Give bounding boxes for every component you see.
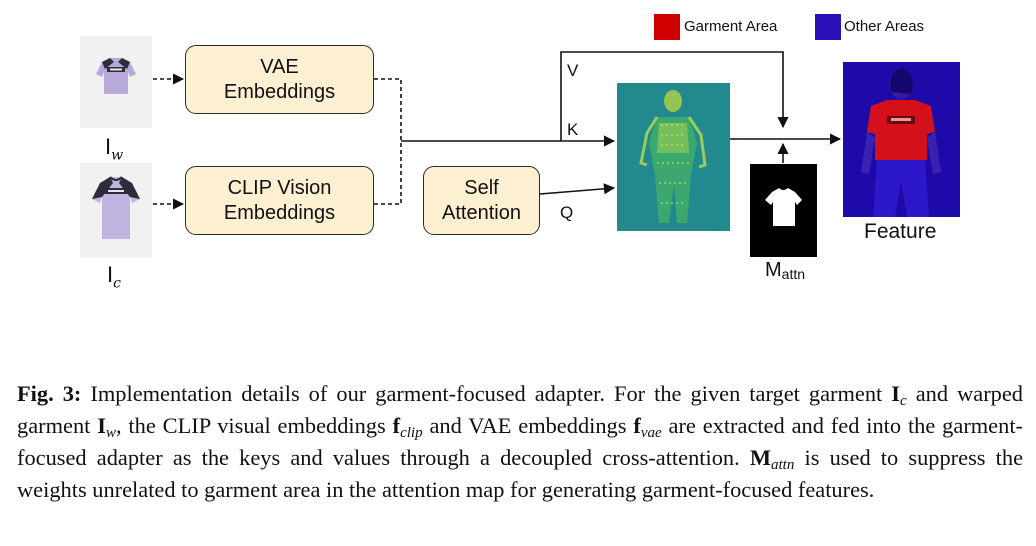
target-garment-label: Ic [107, 262, 121, 292]
self-attention-block: Self Attention [423, 166, 540, 235]
warped-garment-label: Iw [105, 134, 124, 164]
other-areas-label: Other Areas [844, 18, 925, 35]
clip-vision-embeddings-block: CLIP Vision Embeddings [185, 166, 374, 235]
attention-mask-image [750, 164, 817, 257]
other-areas-swatch [815, 14, 841, 40]
target-garment-image [80, 163, 152, 258]
dashed-merge-vae [374, 78, 402, 141]
vae-line1: VAE [260, 55, 299, 78]
feature-output-image [843, 62, 960, 217]
garment-area-swatch [654, 14, 680, 40]
vae-embeddings-block: VAE Embeddings [185, 45, 374, 114]
arrow-v [560, 51, 789, 141]
connector-lines [153, 51, 842, 210]
warped-shirt-icon [96, 58, 136, 94]
clip-line2: Embeddings [223, 201, 336, 224]
attention-map-image [617, 83, 730, 231]
warped-garment-image [80, 36, 152, 128]
mask-label: Mattn [765, 259, 806, 282]
arrow-q [539, 183, 616, 195]
edge-label-k: K [567, 120, 579, 139]
target-shirt-icon [92, 176, 140, 239]
edge-label-q: Q [560, 203, 574, 222]
self-line2: Attention [442, 201, 521, 224]
dashed-merge-clip [374, 141, 402, 205]
self-line1: Self [464, 176, 499, 199]
figure-caption: Fig. 3: Implementation details of our ga… [17, 381, 1024, 502]
clip-line1: CLIP Vision [227, 176, 332, 199]
garment-area-label: Garment Area [684, 18, 778, 35]
mask-shirt-icon [765, 188, 802, 226]
edge-label-v: V [567, 61, 579, 80]
feature-label: Feature [864, 220, 937, 243]
caption-fig-label: Fig. 3: [17, 381, 82, 406]
vae-line2: Embeddings [223, 80, 336, 103]
